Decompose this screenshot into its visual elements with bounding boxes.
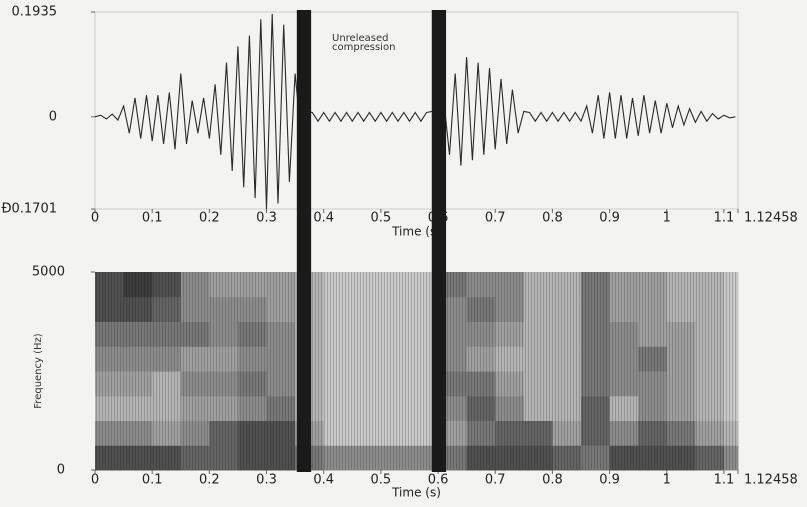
x-axis-label: Time (s) [391, 486, 441, 500]
annotation: Unreleased [332, 33, 388, 44]
x-tick-label: 0.3 [256, 473, 277, 488]
x-tick-label: 1 [663, 473, 671, 488]
x-tick-label: 0.4 [313, 473, 334, 488]
texture [95, 272, 738, 470]
x-tick-label: 0.2 [199, 211, 220, 226]
x-tick-label: 0.7 [485, 211, 506, 226]
x-tick-label: 0.1 [142, 211, 163, 226]
y-tick-label: 5000 [32, 265, 65, 280]
x-tick-label: 0 [91, 473, 99, 488]
x-tick-label: 0.7 [485, 473, 506, 488]
annotation: compression [332, 42, 395, 53]
waveform [94, 13, 736, 209]
y-tick-label: Đ0.1701 [1, 202, 57, 217]
x-tick-label: 1 [663, 211, 671, 226]
x-tick-label: 1.1 [714, 473, 735, 488]
x-tick-label: 0.5 [371, 473, 392, 488]
x-tick-label: 1.12458 [744, 211, 798, 226]
x-tick-label: 0.2 [199, 473, 220, 488]
x-tick-label: 0.1 [142, 473, 163, 488]
x-tick-label: 1.12458 [744, 473, 798, 488]
x-tick-label: 0 [91, 211, 99, 226]
highlight-bar [431, 10, 447, 472]
y-tick-label: 0 [57, 463, 65, 478]
x-tick-label: 1.1 [714, 211, 735, 226]
x-tick-label: 0.4 [313, 211, 334, 226]
x-tick-label: 0.8 [542, 473, 563, 488]
x-tick-label: 0.8 [542, 211, 563, 226]
x-tick-label: 0.3 [256, 211, 277, 226]
plot-frame [94, 11, 739, 210]
x-tick-label: 0.9 [599, 211, 620, 226]
highlight-bar [296, 10, 312, 472]
y-tick-label: 0.1935 [12, 5, 58, 20]
y-tick-label: 0 [49, 109, 57, 124]
x-tick-label: 0.5 [371, 211, 392, 226]
x-axis-label: Time (s) [391, 225, 441, 239]
x-tick-label: 0.6 [428, 473, 449, 488]
x-tick-label: 0.9 [599, 473, 620, 488]
y-axis-label: Frequency (Hz) [33, 333, 44, 409]
